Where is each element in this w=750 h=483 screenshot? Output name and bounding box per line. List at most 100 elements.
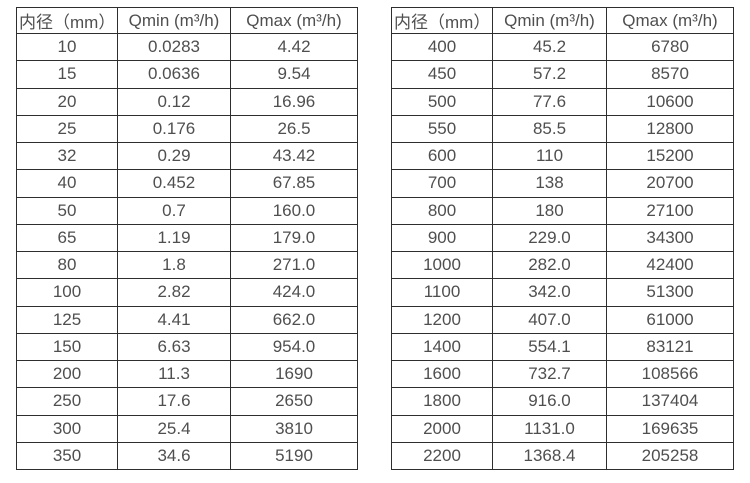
cell-col-diameter: 900	[391, 223, 493, 253]
cell-col-diameter: 20	[16, 87, 118, 116]
cell-col-qmin: 407.0	[492, 305, 607, 334]
cell-col-diameter: 1000	[391, 250, 493, 280]
table-row: 25 0.176 26.5	[16, 114, 358, 144]
cell-col-qmin: 342.0	[492, 278, 607, 307]
table-row: 700 138 20700	[391, 169, 734, 198]
cell-col-diameter: 250	[16, 387, 118, 416]
cell-col-qmax: 179.0	[230, 223, 358, 253]
table-row: 10 0.0283 4.42	[16, 32, 358, 62]
table-row: 1000 282.0 42400	[391, 250, 734, 280]
table-row: 2000 1131.0 169635	[391, 414, 734, 443]
cell-col-qmin: 0.7	[117, 196, 231, 225]
cell-col-diameter: 50	[16, 196, 118, 225]
cell-col-diameter: 65	[16, 223, 118, 253]
cell-col-diameter: 500	[391, 87, 493, 116]
cell-col-qmin: 4.41	[117, 305, 231, 334]
table-row: 450 57.2 8570	[391, 60, 734, 89]
cell-col-diameter: 32	[16, 141, 118, 171]
cell-col-qmax: 271.0	[230, 250, 358, 280]
cell-col-qmax: 662.0	[230, 305, 358, 334]
cell-col-qmin: 0.29	[117, 141, 231, 171]
cell-col-diameter: 10	[16, 32, 118, 62]
table-row: 2200 1368.4 205258	[391, 441, 734, 471]
cell-col-qmin: 916.0	[492, 387, 607, 416]
cell-col-qmax: 108566	[606, 359, 734, 389]
table-row: 1600 732.7 108566	[391, 359, 734, 389]
cell-col-qmin: 0.0283	[117, 32, 231, 62]
table-row: 65 1.19 179.0	[16, 223, 358, 253]
cell-col-qmin: 1.8	[117, 250, 231, 280]
cell-col-qmax: 67.85	[230, 169, 358, 198]
column-header-col-qmin: Qmin (m³/h)	[117, 7, 231, 34]
cell-col-qmax: 4.42	[230, 32, 358, 62]
table-row: 125 4.41 662.0	[16, 305, 358, 334]
column-header-col-qmax: Qmax (m³/h)	[606, 7, 734, 34]
header-row: 内径（mm） Qmin (m³/h) Qmax (m³/h)	[391, 7, 734, 34]
cell-col-diameter: 2200	[391, 441, 493, 471]
cell-col-diameter: 80	[16, 250, 118, 280]
table-row: 32 0.29 43.42	[16, 141, 358, 171]
cell-col-qmin: 57.2	[492, 60, 607, 89]
cell-col-qmin: 25.4	[117, 414, 231, 443]
column-header-col-diameter: 内径（mm）	[391, 7, 493, 34]
cell-col-diameter: 1400	[391, 332, 493, 362]
cell-col-diameter: 600	[391, 141, 493, 171]
table-row: 600 110 15200	[391, 141, 734, 171]
cell-col-qmax: 27100	[606, 196, 734, 225]
cell-col-qmin: 229.0	[492, 223, 607, 253]
cell-col-qmin: 77.6	[492, 87, 607, 116]
cell-col-qmin: 732.7	[492, 359, 607, 389]
cell-col-qmax: 9.54	[230, 60, 358, 89]
cell-col-qmin: 45.2	[492, 32, 607, 62]
cell-col-qmin: 180	[492, 196, 607, 225]
table-row: 400 45.2 6780	[391, 32, 734, 62]
cell-col-qmax: 8570	[606, 60, 734, 89]
cell-col-qmax: 16.96	[230, 87, 358, 116]
cell-col-diameter: 125	[16, 305, 118, 334]
cell-col-qmin: 0.176	[117, 114, 231, 144]
cell-col-qmax: 137404	[606, 387, 734, 416]
cell-col-qmax: 2650	[230, 387, 358, 416]
cell-col-diameter: 150	[16, 332, 118, 362]
cell-col-diameter: 1800	[391, 387, 493, 416]
cell-col-diameter: 40	[16, 169, 118, 198]
cell-col-qmin: 554.1	[492, 332, 607, 362]
table-row: 40 0.452 67.85	[16, 169, 358, 198]
table-row: 20 0.12 16.96	[16, 87, 358, 116]
cell-col-qmin: 1.19	[117, 223, 231, 253]
table-row: 250 17.6 2650	[16, 387, 358, 416]
cell-col-qmax: 954.0	[230, 332, 358, 362]
cell-col-qmin: 6.63	[117, 332, 231, 362]
cell-col-qmin: 2.82	[117, 278, 231, 307]
cell-col-diameter: 1100	[391, 278, 493, 307]
cell-col-diameter: 1200	[391, 305, 493, 334]
table-row: 1200 407.0 61000	[391, 305, 734, 334]
cell-col-qmax: 1690	[230, 359, 358, 389]
cell-col-qmax: 51300	[606, 278, 734, 307]
table-row: 900 229.0 34300	[391, 223, 734, 253]
table-row: 100 2.82 424.0	[16, 278, 358, 307]
table-row: 200 11.3 1690	[16, 359, 358, 389]
cell-col-qmax: 20700	[606, 169, 734, 198]
cell-col-diameter: 350	[16, 441, 118, 471]
header-row: 内径（mm） Qmin (m³/h) Qmax (m³/h)	[16, 7, 358, 34]
cell-col-qmin: 0.452	[117, 169, 231, 198]
cell-col-qmax: 5190	[230, 441, 358, 471]
cell-col-qmin: 282.0	[492, 250, 607, 280]
table-row: 1800 916.0 137404	[391, 387, 734, 416]
cell-col-qmin: 110	[492, 141, 607, 171]
cell-col-qmax: 61000	[606, 305, 734, 334]
cell-col-qmin: 1368.4	[492, 441, 607, 471]
cell-col-qmin: 34.6	[117, 441, 231, 471]
cell-col-qmax: 12800	[606, 114, 734, 144]
cell-col-qmax: 26.5	[230, 114, 358, 144]
cell-col-diameter: 550	[391, 114, 493, 144]
cell-col-qmax: 160.0	[230, 196, 358, 225]
table-row: 15 0.0636 9.54	[16, 60, 358, 89]
cell-col-diameter: 200	[16, 359, 118, 389]
flow-rate-table-right: 内径（mm） Qmin (m³/h) Qmax (m³/h) 400 45.2 6780 4…	[391, 7, 734, 471]
cell-col-qmax: 424.0	[230, 278, 358, 307]
table-row: 500 77.6 10600	[391, 87, 734, 116]
cell-col-qmin: 138	[492, 169, 607, 198]
cell-col-qmin: 17.6	[117, 387, 231, 416]
